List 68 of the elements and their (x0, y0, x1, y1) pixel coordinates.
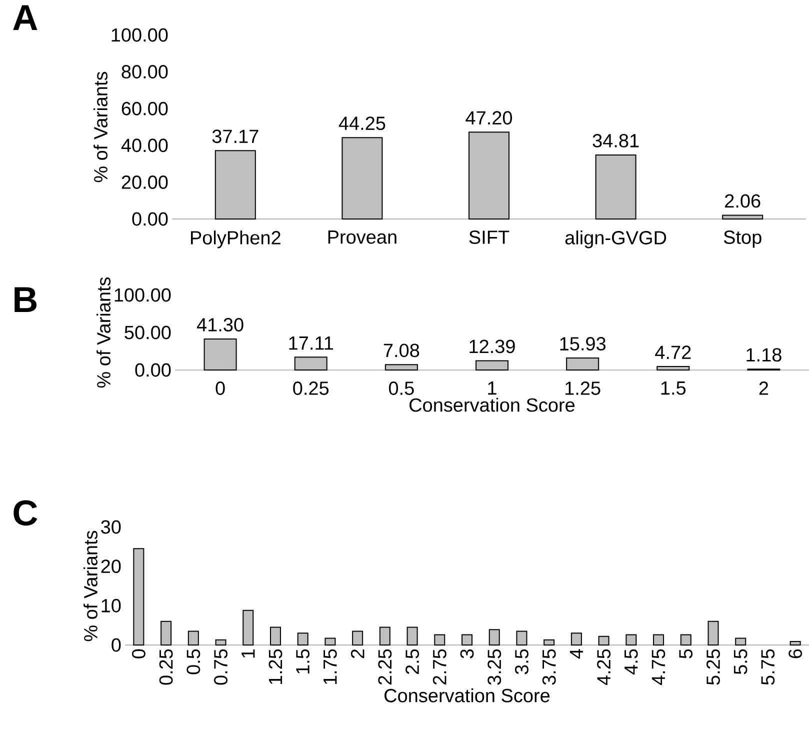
x-tick-label: 2.25 (378, 649, 392, 685)
x-tick-label: 5.25 (706, 649, 720, 685)
data-label: 47.20 (466, 111, 512, 125)
x-tick-label: 1.25 (268, 649, 282, 684)
x-tick-label: 0.5 (186, 649, 200, 674)
x-tick-label: 2 (350, 649, 364, 658)
data-label: 1.18 (746, 348, 782, 362)
x-tick-label: 0 (216, 382, 225, 395)
x-tick-label: 3.75 (542, 649, 556, 685)
y-axis-title: % of Variants (84, 530, 98, 642)
y-tick-label: 30 (101, 520, 121, 534)
y-tick-label: 60.00 (122, 102, 168, 116)
y-tick-label: 80.00 (122, 65, 168, 79)
x-tick-label: 4.75 (652, 649, 666, 686)
y-tick-label: 40.00 (121, 138, 168, 152)
x-tick-label: 0.25 (159, 649, 173, 685)
y-tick-label: 100.00 (114, 288, 171, 302)
x-tick-label: 5.5 (734, 649, 748, 674)
x-tick-label: 2 (759, 382, 768, 395)
x-tick-label: 5 (679, 649, 693, 658)
x-tick-label: 4.5 (624, 649, 638, 674)
y-tick-label: 100.00 (112, 28, 168, 42)
x-tick-label: PolyPhen2 (191, 230, 280, 248)
data-label: 15.93 (560, 337, 606, 351)
x-tick-label: 5.75 (761, 649, 775, 685)
x-tick-label: 1.25 (566, 382, 600, 395)
x-tick-label: 3 (460, 649, 474, 658)
x-tick-label: 2.75 (432, 649, 446, 685)
x-tick-label: 0.75 (214, 649, 228, 685)
x-tick-label: 2.5 (406, 649, 420, 674)
x-tick-label: 1.5 (296, 649, 310, 674)
data-label: 2.06 (725, 194, 760, 208)
x-axis-title: Conservation Score (410, 398, 575, 412)
data-label: 12.39 (470, 340, 515, 354)
chart-title: B (14, 287, 37, 312)
data-label: 41.30 (196, 318, 244, 332)
data-label: 44.25 (338, 116, 386, 130)
chart-title: A (13, 5, 38, 30)
y-axis-title: % of Variants (96, 277, 110, 388)
data-label: 37.17 (212, 130, 258, 144)
x-tick-label: align-GVGD (565, 230, 666, 248)
x-axis-title: Conservation Score (384, 688, 550, 702)
x-tick-label: Provean (328, 230, 396, 244)
y-tick-label: 20 (101, 560, 121, 574)
data-label: 34.81 (592, 134, 639, 148)
x-tick-label: 1 (242, 649, 255, 658)
x-tick-label: 1 (488, 382, 496, 395)
x-tick-label: 4.25 (597, 649, 611, 686)
data-label: 7.08 (384, 344, 420, 358)
x-tick-label: Stop (724, 230, 762, 248)
x-tick-label: 3.25 (488, 649, 502, 685)
x-tick-label: 0.25 (293, 382, 329, 395)
data-label: 4.72 (655, 346, 691, 359)
chart-title: C (14, 500, 38, 526)
x-tick-label: 6 (788, 649, 802, 658)
y-tick-label: 20.00 (122, 175, 168, 189)
x-tick-label: 0.5 (388, 382, 414, 395)
data-label: 17.11 (289, 336, 333, 350)
y-tick-label: 10 (102, 598, 121, 612)
y-axis-title: % of Variants (94, 72, 108, 182)
x-tick-label: 1.75 (324, 649, 337, 684)
x-tick-label: SIFT (469, 230, 510, 244)
x-tick-label: 4 (570, 649, 583, 659)
y-tick-label: 0.00 (132, 212, 168, 226)
x-tick-label: 1.5 (661, 382, 686, 395)
y-tick-label: 0.00 (135, 363, 171, 377)
y-tick-label: 50.00 (124, 326, 171, 340)
x-tick-label: 3.5 (514, 649, 528, 674)
